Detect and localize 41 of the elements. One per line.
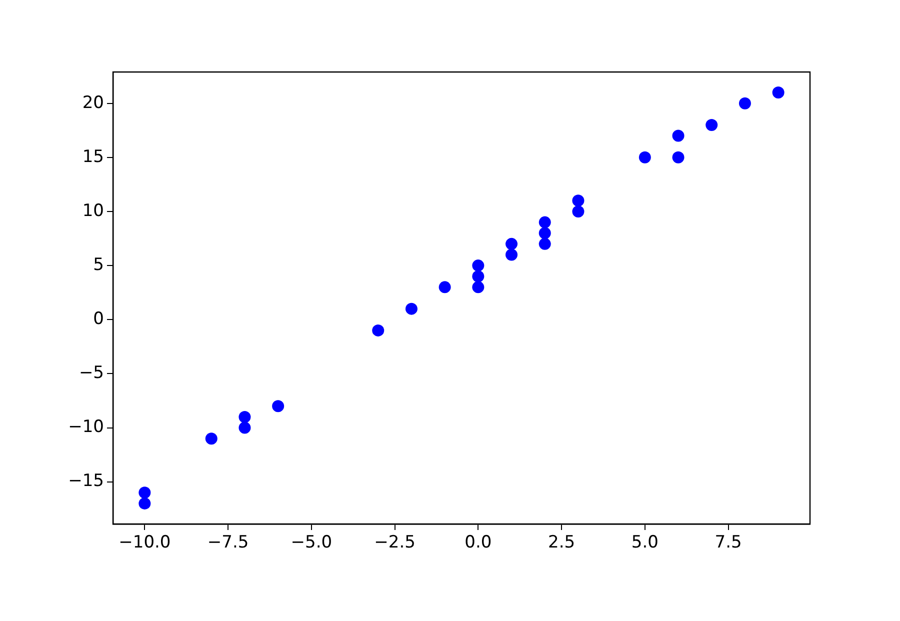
point [506, 238, 518, 250]
point [738, 97, 751, 110]
point [238, 422, 251, 434]
x-tick-label: 5.0 [631, 532, 658, 553]
y-tick-label: 20 [82, 92, 104, 113]
y-tick-label: 10 [82, 200, 104, 221]
point [138, 486, 151, 499]
point [372, 324, 384, 336]
x-tick-label: −5.0 [290, 532, 332, 553]
point [205, 432, 218, 445]
point [238, 410, 251, 423]
x-tick-label: −10.0 [118, 532, 171, 553]
point [405, 302, 418, 315]
point [472, 281, 484, 294]
y-tick-label: 15 [82, 146, 104, 167]
point [438, 281, 451, 294]
x-tick-label: 0.0 [464, 532, 492, 553]
point [672, 130, 684, 142]
y-tick-label: 5 [93, 254, 104, 275]
point [472, 270, 484, 282]
x-tick-label: −7.5 [207, 532, 249, 553]
x-tick-label: 2.5 [548, 532, 576, 553]
point [572, 194, 584, 207]
point [538, 238, 551, 250]
point [572, 205, 584, 218]
point [672, 151, 684, 164]
y-tick-label: −15 [68, 471, 104, 492]
point [506, 248, 518, 261]
point [138, 497, 151, 510]
point [638, 151, 651, 164]
x-tick-label: −2.5 [374, 532, 416, 553]
y-tick-label: 0 [93, 309, 104, 330]
x-tick-label: 7.5 [714, 532, 742, 553]
y-tick-label: −5 [78, 363, 104, 384]
point [706, 118, 718, 131]
point [472, 260, 484, 272]
point [772, 86, 784, 99]
point [538, 216, 551, 228]
point [272, 400, 284, 412]
y-tick-label: −10 [68, 417, 104, 438]
point [538, 227, 551, 240]
